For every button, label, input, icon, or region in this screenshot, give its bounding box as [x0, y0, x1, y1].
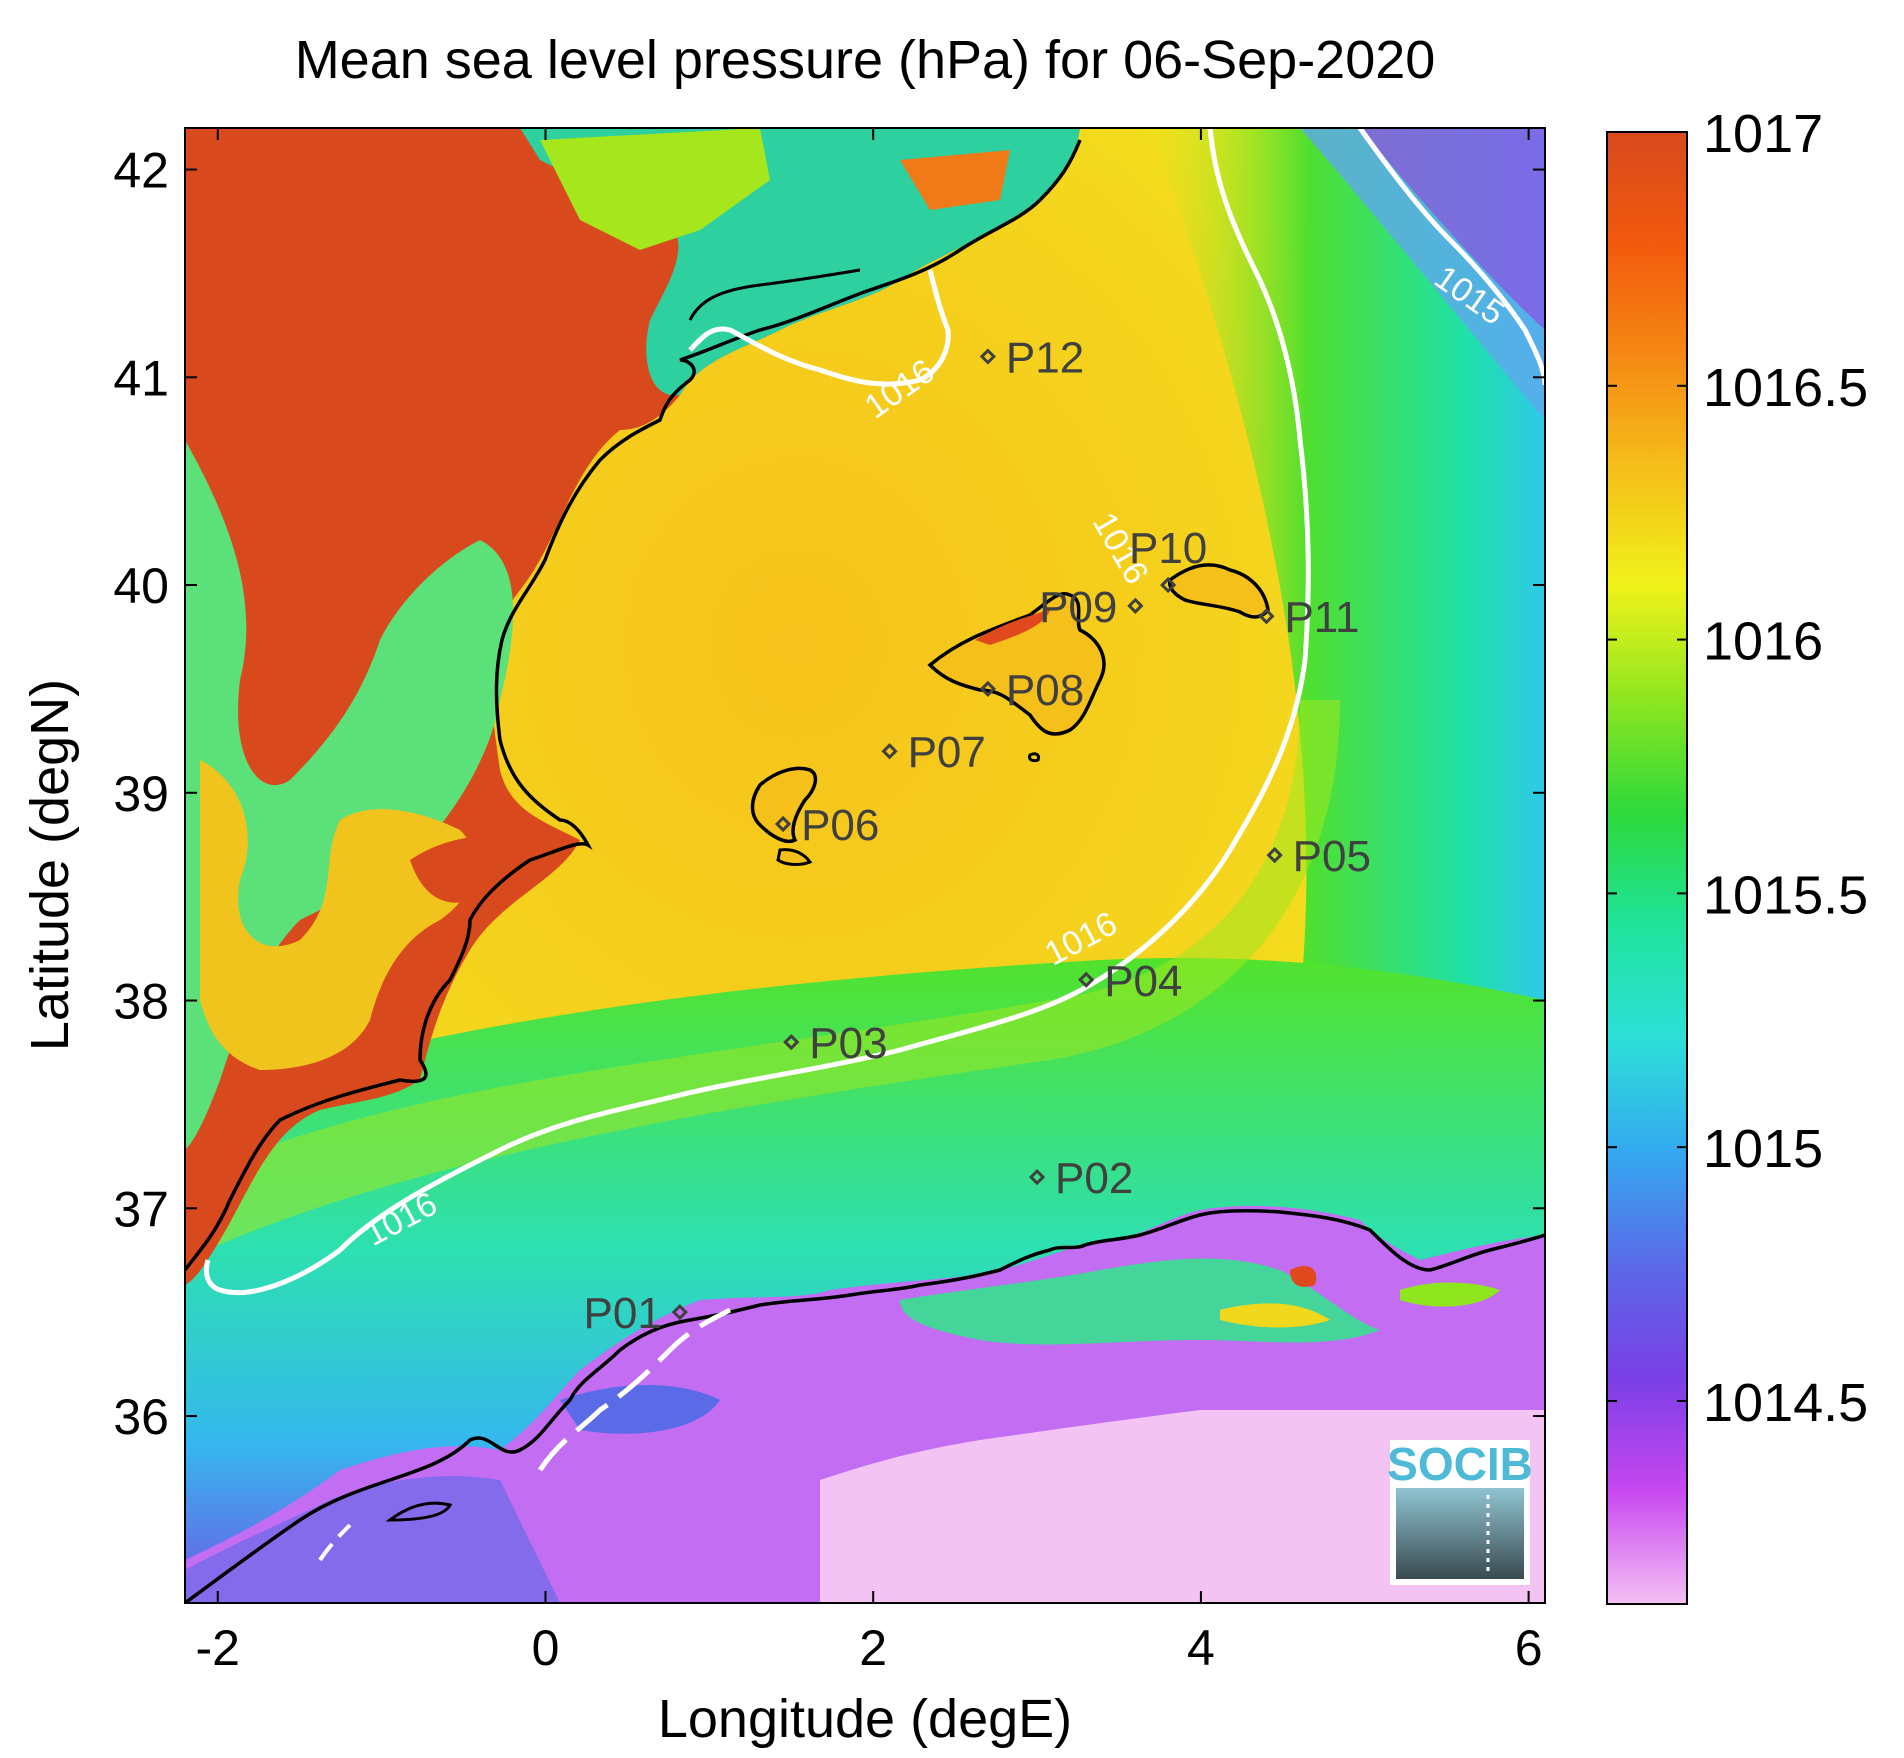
station-marker-p03[interactable] — [783, 1033, 800, 1051]
y-tick-label: 37 — [113, 1181, 169, 1237]
northeast-transition — [1300, 128, 1545, 420]
logo-text: SOCIB — [1387, 1438, 1533, 1490]
station-marker-p12[interactable] — [979, 348, 997, 365]
station-label-p01: P01 — [584, 1289, 662, 1338]
y-tick-label: 42 — [113, 143, 169, 199]
pyrenees-orange — [900, 150, 1010, 210]
colorbar-tick-label: 1014.5 — [1703, 1373, 1868, 1433]
station-label-p03: P03 — [809, 1019, 887, 1068]
station-marker-p06[interactable] — [774, 815, 792, 833]
iberia-land — [185, 128, 1080, 1285]
iberia-coastline — [185, 139, 1082, 1272]
y-axis-ticks: 42 41 40 39 38 37 36 — [113, 143, 1545, 1445]
isobar-1015-south — [537, 1307, 732, 1472]
station-label-p09: P09 — [1039, 583, 1117, 632]
alboran-coast — [385, 1501, 453, 1522]
station-marker-p01[interactable] — [671, 1304, 688, 1321]
x-tick-label: -2 — [196, 1620, 240, 1676]
x-axis-label: Longitude (degE) — [658, 1689, 1072, 1749]
east-pressure-field — [1150, 128, 1545, 1040]
y-tick-label: 39 — [113, 766, 169, 822]
station-label-p06: P06 — [801, 801, 879, 850]
colorbar-ticks: 1017 1016.5 1016 1015.5 1015 1014.5 — [1607, 104, 1868, 1433]
x-tick-label: 2 — [859, 1620, 887, 1676]
y-tick-label: 40 — [113, 558, 169, 614]
formentera-island — [776, 848, 813, 866]
algeria-blue — [560, 1385, 720, 1434]
station-marker-p11[interactable] — [1258, 608, 1275, 625]
y-axis-label: Latitude (degN) — [20, 679, 80, 1051]
delta-coastline — [688, 268, 861, 321]
colorbar — [1606, 131, 1688, 1605]
isobar-1016-main — [204, 128, 1311, 1296]
transition-band — [185, 700, 1340, 1260]
northeast-low-pressure — [1360, 128, 1545, 330]
colorbar-tick-label: 1016.5 — [1703, 358, 1868, 418]
station-label-p12: P12 — [1006, 334, 1084, 383]
station-label-p11: P11 — [1284, 593, 1359, 642]
isobar-fragment — [318, 1523, 352, 1562]
station-marker-p05[interactable] — [1266, 846, 1283, 864]
atlas-lime — [1400, 1282, 1500, 1307]
station-marker-p07[interactable] — [881, 743, 898, 760]
map-title: Mean sea level pressure (hPa) for 06-Sep… — [295, 30, 1436, 90]
station-label-p05: P05 — [1293, 832, 1371, 881]
station-marker-p02[interactable] — [1028, 1168, 1046, 1186]
isobar-1015 — [1357, 128, 1545, 386]
colorbar-tick-label: 1016 — [1703, 612, 1823, 672]
morocco-blue — [185, 1476, 560, 1603]
y-tick-label: 41 — [113, 350, 169, 406]
colorbar-tick-label: 1017 — [1703, 104, 1823, 164]
atlas-red — [1290, 1265, 1317, 1287]
isobar-1016-north — [688, 269, 951, 387]
station-label-p10: P10 — [1129, 524, 1207, 573]
x-tick-label: 4 — [1187, 1620, 1215, 1676]
cabrera-island — [1028, 752, 1040, 763]
x-axis-ticks: -2 0 2 4 6 — [196, 128, 1543, 1676]
station-label-p08: P08 — [1006, 666, 1084, 715]
station-marker-p10[interactable] — [1160, 576, 1177, 594]
pyrenees-yellow — [540, 128, 770, 250]
sahara-pink — [820, 1410, 1545, 1603]
logo-gradient — [1396, 1488, 1524, 1579]
y-tick-label: 36 — [113, 1389, 169, 1445]
mallorca-island — [927, 592, 1106, 736]
tramuntana-red — [975, 610, 1050, 645]
ibiza-island — [750, 766, 818, 843]
station-label-p04: P04 — [1104, 957, 1182, 1006]
plot-frame — [184, 127, 1546, 1604]
x-tick-label: 6 — [1515, 1620, 1543, 1676]
station-marker-p08[interactable] — [979, 680, 997, 698]
y-tick-label: 38 — [113, 974, 169, 1030]
colorbar-tick-label: 1015.5 — [1703, 865, 1868, 925]
x-tick-label: 0 — [532, 1620, 560, 1676]
valencia-yellow — [200, 760, 475, 1070]
north-africa-coastline — [185, 1209, 1545, 1603]
menorca-island — [1167, 563, 1270, 619]
socib-logo: SOCIB — [1387, 1438, 1533, 1585]
colorbar-tick-label: 1015 — [1703, 1119, 1823, 1179]
atlas-yellow — [1220, 1303, 1330, 1328]
valencia-green — [185, 440, 514, 1150]
station-label-p07: P07 — [908, 728, 986, 777]
station-marker-p04[interactable] — [1078, 971, 1095, 988]
station-marker-p09[interactable] — [1127, 597, 1144, 614]
station-label-p02: P02 — [1055, 1154, 1133, 1203]
